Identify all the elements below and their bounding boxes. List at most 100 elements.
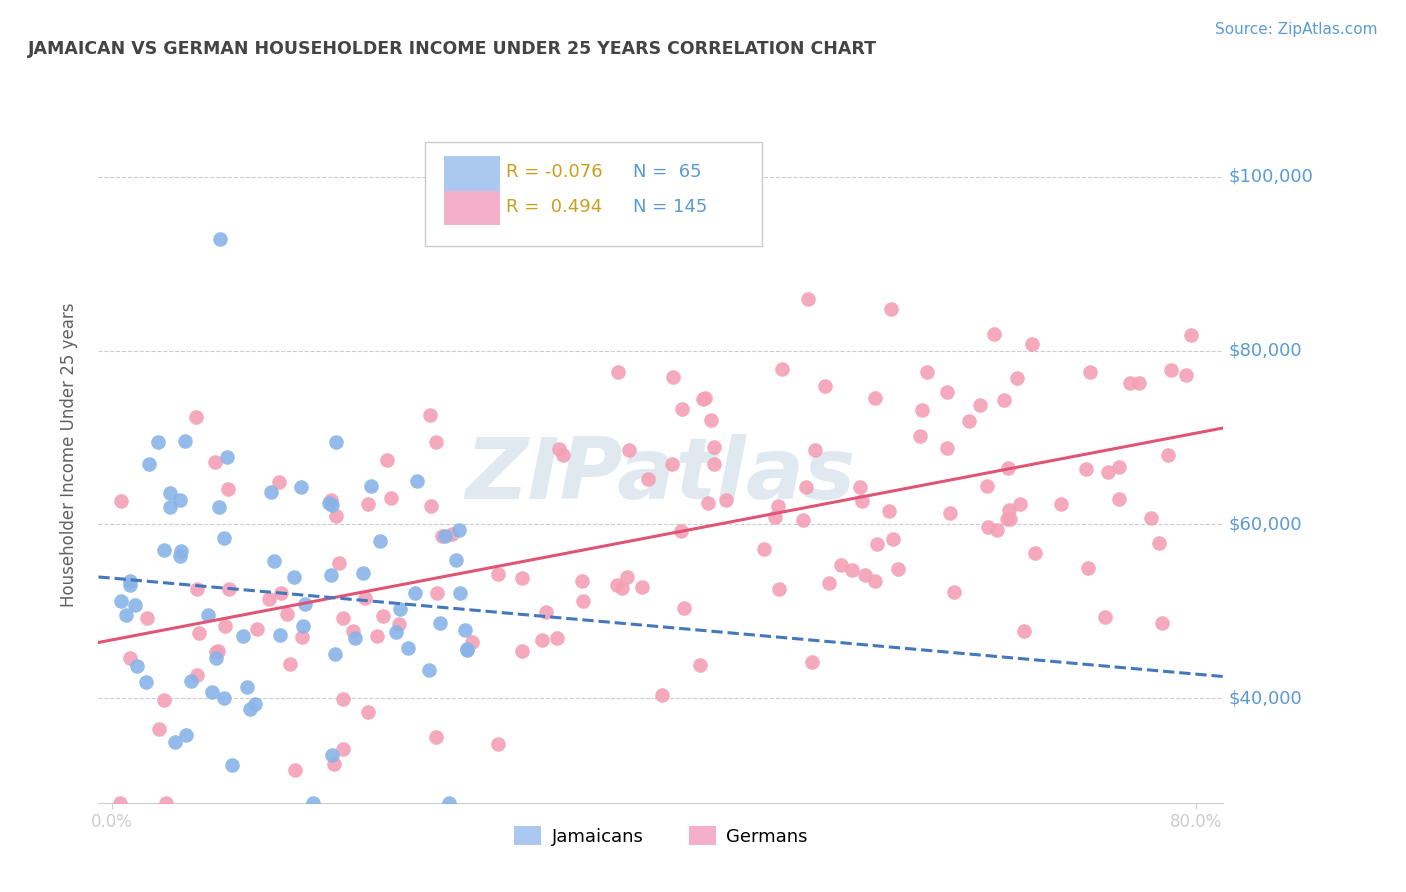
- Point: [886, 561, 908, 575]
- Point: [877, 504, 900, 518]
- Point: [714, 493, 737, 508]
- Point: [426, 586, 449, 600]
- Point: [1119, 376, 1142, 391]
- Point: [186, 409, 208, 424]
- Point: [357, 496, 380, 510]
- Point: [380, 491, 402, 505]
- Point: [804, 442, 827, 457]
- Point: [1024, 546, 1046, 560]
- Point: [818, 575, 841, 590]
- Point: [1108, 460, 1130, 475]
- Point: [882, 532, 904, 546]
- Point: [174, 728, 197, 742]
- Point: [456, 641, 478, 656]
- Point: [1108, 491, 1130, 506]
- Point: [352, 566, 374, 581]
- Y-axis label: Householder Income Under 25 years: Householder Income Under 25 years: [59, 302, 77, 607]
- Point: [269, 475, 291, 489]
- Point: [700, 413, 723, 427]
- Text: $100,000: $100,000: [1229, 168, 1313, 186]
- Point: [939, 506, 962, 520]
- Point: [321, 498, 343, 512]
- Point: [853, 567, 876, 582]
- Point: [689, 657, 711, 672]
- Point: [637, 472, 659, 486]
- Text: JAMAICAN VS GERMAN HOUSEHOLDER INCOME UNDER 25 YEARS CORRELATION CHART: JAMAICAN VS GERMAN HOUSEHOLDER INCOME UN…: [28, 40, 877, 58]
- Point: [997, 502, 1019, 516]
- Point: [433, 529, 456, 543]
- Point: [319, 493, 342, 508]
- Point: [800, 655, 823, 669]
- Point: [284, 763, 307, 777]
- Point: [915, 365, 938, 379]
- Point: [911, 402, 934, 417]
- Point: [1021, 337, 1043, 351]
- Point: [385, 625, 408, 640]
- Point: [153, 692, 176, 706]
- Point: [325, 435, 347, 450]
- Point: [1149, 536, 1171, 550]
- Point: [218, 582, 240, 596]
- Point: [197, 608, 219, 623]
- Point: [208, 231, 231, 245]
- Point: [371, 608, 394, 623]
- FancyBboxPatch shape: [444, 191, 501, 226]
- Point: [1012, 624, 1035, 639]
- Point: [360, 479, 382, 493]
- Point: [159, 500, 181, 515]
- Point: [187, 626, 209, 640]
- Point: [1077, 561, 1099, 575]
- Point: [612, 581, 634, 595]
- Point: [110, 796, 132, 810]
- Point: [201, 685, 224, 699]
- Point: [672, 601, 695, 615]
- Point: [246, 622, 269, 636]
- Point: [630, 580, 652, 594]
- Point: [1078, 365, 1101, 379]
- Point: [439, 796, 461, 810]
- Point: [606, 578, 628, 592]
- Point: [110, 593, 132, 607]
- Point: [212, 690, 235, 705]
- Point: [671, 402, 693, 417]
- Point: [797, 293, 820, 307]
- Point: [943, 585, 966, 599]
- Point: [388, 602, 411, 616]
- Point: [449, 586, 471, 600]
- Point: [425, 730, 447, 744]
- Point: [548, 442, 571, 457]
- Point: [146, 435, 169, 450]
- Point: [814, 379, 837, 393]
- Point: [530, 633, 553, 648]
- Point: [148, 722, 170, 736]
- Point: [328, 556, 350, 570]
- Point: [283, 569, 305, 583]
- Point: [153, 543, 176, 558]
- Point: [661, 458, 683, 472]
- Point: [318, 496, 340, 510]
- Point: [404, 586, 426, 600]
- Point: [159, 485, 181, 500]
- Point: [215, 450, 238, 465]
- Point: [768, 582, 790, 597]
- Point: [957, 414, 980, 428]
- Point: [207, 644, 229, 658]
- Point: [534, 605, 557, 619]
- Point: [124, 598, 146, 612]
- Point: [321, 747, 343, 762]
- Point: [322, 757, 344, 772]
- Point: [214, 531, 236, 545]
- Point: [986, 523, 1008, 537]
- Point: [551, 448, 574, 462]
- Text: $80,000: $80,000: [1229, 342, 1302, 359]
- Text: ZIPatlas: ZIPatlas: [465, 434, 856, 517]
- Point: [332, 611, 354, 625]
- Point: [936, 441, 959, 455]
- Point: [208, 500, 231, 514]
- Point: [301, 796, 323, 810]
- FancyBboxPatch shape: [425, 142, 762, 246]
- Point: [278, 657, 301, 672]
- Point: [440, 527, 463, 541]
- Point: [125, 658, 148, 673]
- Point: [546, 631, 568, 645]
